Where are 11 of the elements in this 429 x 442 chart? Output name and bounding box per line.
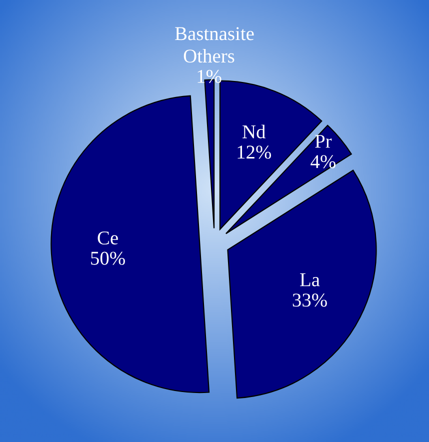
- slice-label: La: [300, 273, 320, 286]
- data-label: 33%: [292, 294, 327, 307]
- slice-label: Pr: [315, 134, 332, 148]
- data-label: 12%: [238, 146, 272, 159]
- slice-label: Nd: [242, 124, 266, 138]
- slice-label: Others: [184, 48, 234, 63]
- data-label: 50%: [91, 252, 125, 265]
- slice-label: Ce: [98, 231, 118, 245]
- data-label: 1%: [198, 70, 222, 84]
- chart-title: Bastnasite: [175, 27, 254, 40]
- data-label: 4%: [310, 155, 336, 168]
